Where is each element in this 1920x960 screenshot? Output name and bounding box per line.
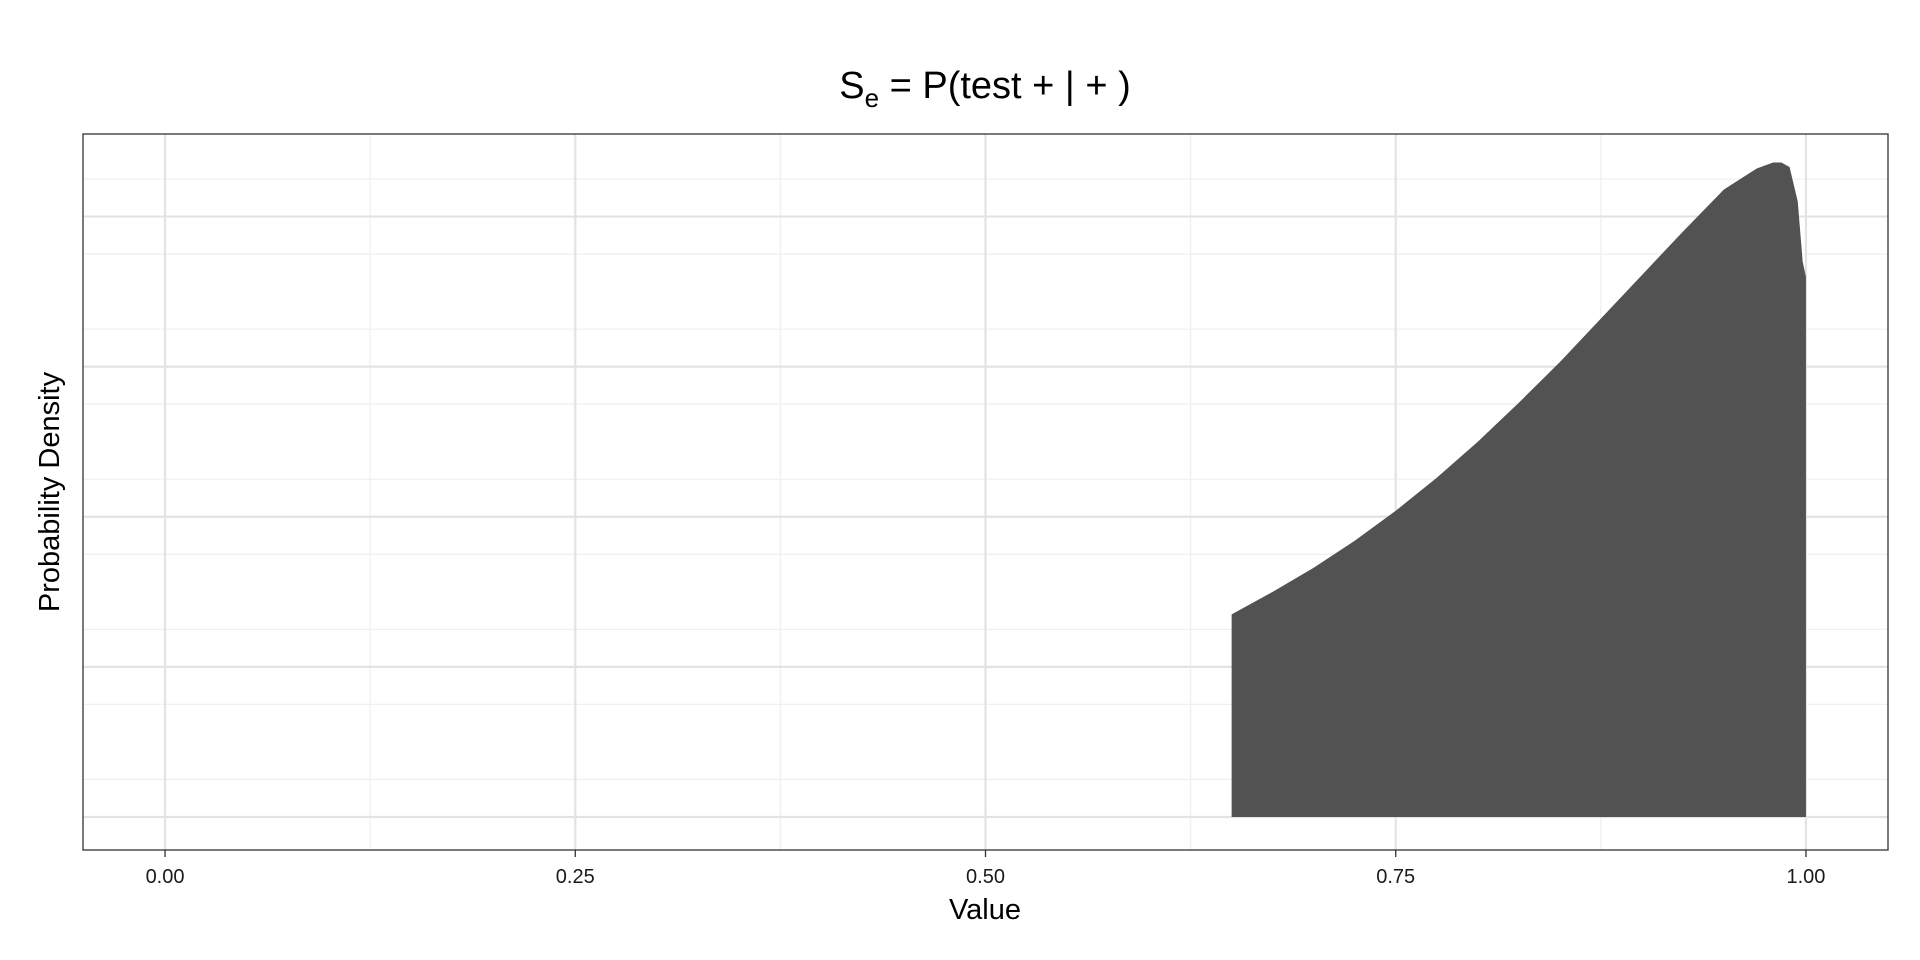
- density-area: [1231, 162, 1806, 817]
- x-tick-label: 0.25: [556, 866, 595, 888]
- grid-lines: [83, 134, 1888, 850]
- chart-title: Se = P(test + | + ): [839, 65, 1131, 113]
- density-area-fill: [1231, 162, 1806, 817]
- x-axis-title: Value: [949, 894, 1021, 926]
- y-axis-title: Probability Density: [34, 371, 66, 612]
- x-tick-label: 0.50: [966, 866, 1005, 888]
- x-tick-label: 0.00: [146, 866, 185, 888]
- x-tick-label: 0.75: [1376, 866, 1415, 888]
- chart-title-prefix: S: [839, 65, 864, 107]
- x-tick-label: 1.00: [1786, 866, 1825, 888]
- x-axis: 0.00 0.25 0.50 0.75 1.00: [146, 850, 1825, 888]
- chart-title-rest: = P(test + | + ): [879, 65, 1131, 107]
- chart-title-subscript: e: [865, 83, 879, 113]
